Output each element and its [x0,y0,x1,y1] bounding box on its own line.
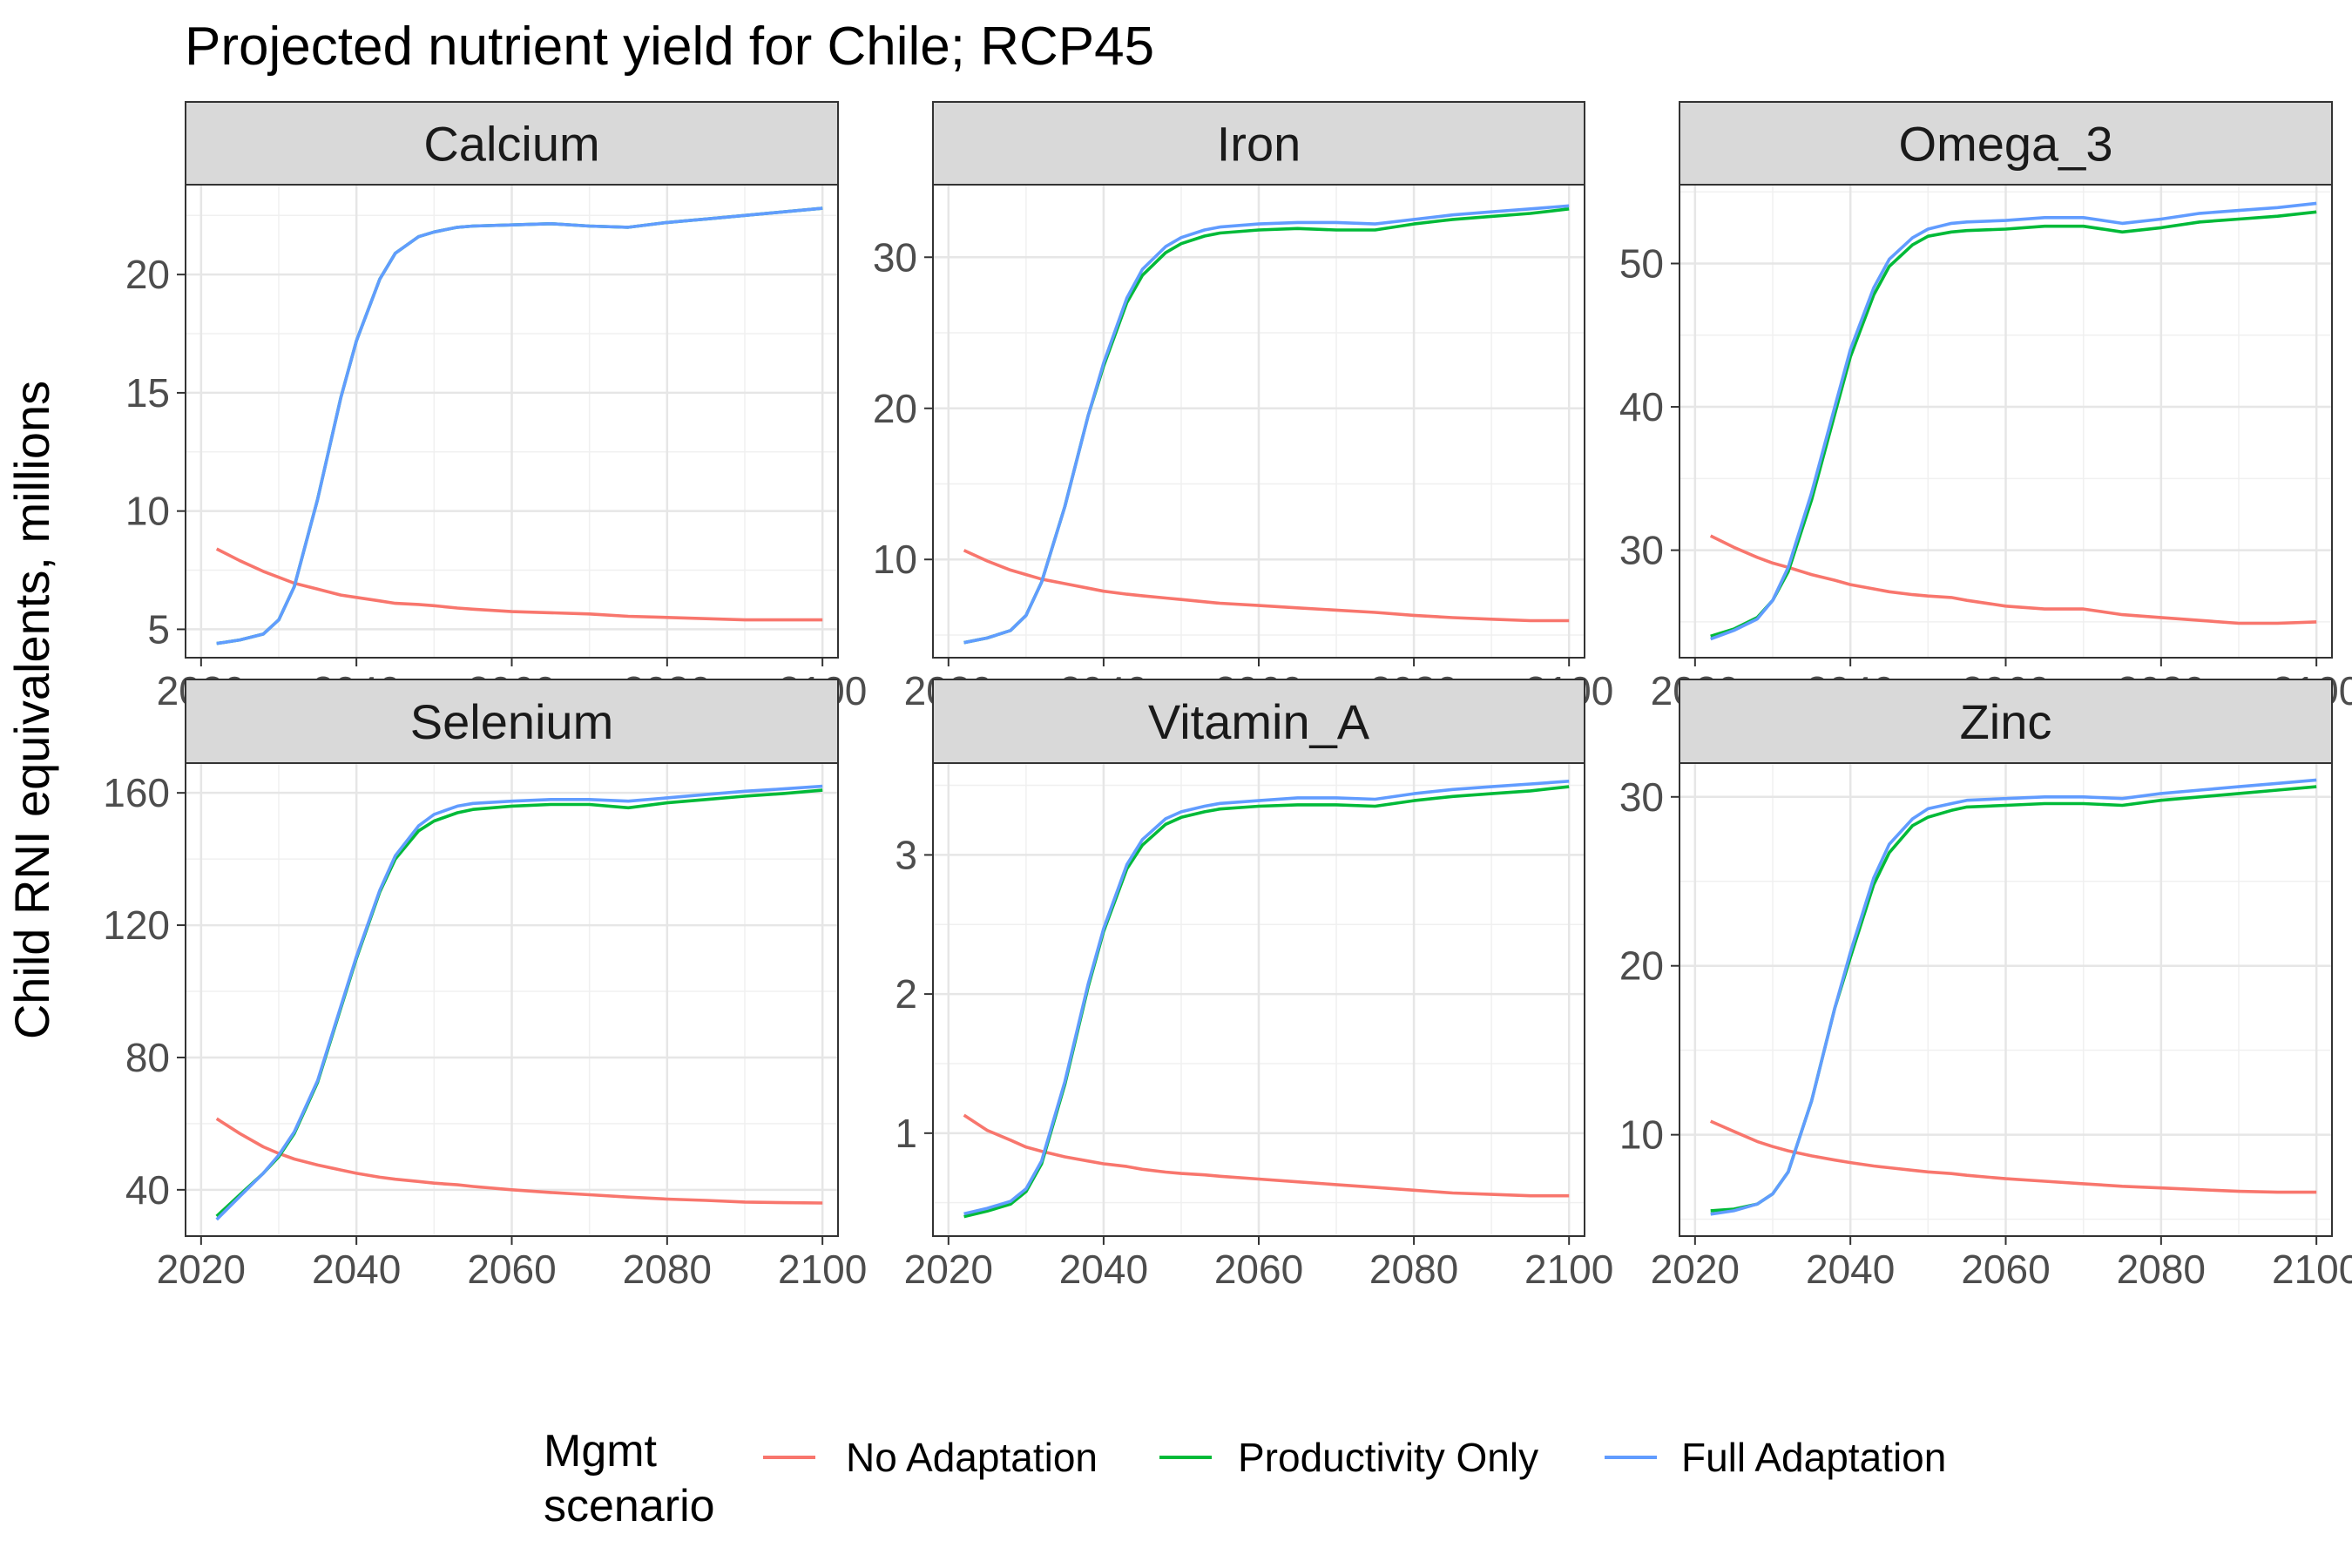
facet-label-vitamin-a: Vitamin_A [1148,694,1370,749]
series-line-no-adaptation [215,1117,823,1205]
y-tick-label: 30 [1619,528,1664,573]
y-tick-label: 10 [125,489,170,534]
legend-title-line1: Mgmt [544,1426,658,1477]
facet-iron: Iron20202040206020802100102030 [873,101,1613,713]
legend-label-productivity-only: Productivity Only [1238,1435,1538,1480]
facet-calcium: Calcium202020402060208021005101520 [125,101,867,713]
y-tick-label: 30 [873,234,917,280]
y-tick-label: 50 [1619,241,1664,287]
x-tick-label: 2040 [1806,1247,1895,1292]
y-tick-label: 40 [1619,384,1664,429]
x-tick-label: 2080 [2117,1247,2206,1292]
y-tick-label: 160 [103,770,170,815]
y-tick-label: 30 [1619,774,1664,820]
facet-omega-3: Omega_320202040206020802100304050 [1619,101,2352,713]
x-tick-label: 2080 [1369,1247,1458,1292]
series-line-full-adaptation [963,780,1570,1216]
series-line-full-adaptation [215,784,823,1221]
y-tick-label: 5 [147,606,170,652]
facet-label-zinc: Zinc [1960,694,2052,749]
panel-border-omega-3 [1679,184,2333,659]
legend: Mgmt scenario No Adaptation Productivity… [544,1426,1946,1531]
series-line-no-adaptation [963,1113,1570,1198]
y-tick-label: 20 [1619,943,1664,989]
x-tick-label: 2060 [1961,1247,2050,1292]
x-tick-label: 2100 [2272,1247,2352,1292]
facet-strip-zinc [1679,679,2333,764]
y-tick-label: 20 [873,386,917,431]
series-line-no-adaptation [963,549,1570,623]
legend-title-line2: scenario [544,1481,715,1531]
series-line-full-adaptation [1710,778,2317,1216]
x-tick-label: 2020 [904,1247,993,1292]
series-line-no-adaptation [1709,1119,2317,1194]
x-tick-label: 2100 [778,1247,867,1292]
panel-border-selenium [185,762,839,1237]
y-tick-label: 15 [125,370,170,416]
series-line-no-adaptation [1709,534,2317,625]
x-tick-label: 2020 [157,1247,246,1292]
facet-strip-selenium [185,679,839,764]
x-tick-label: 2100 [1524,1247,1613,1292]
x-tick-label: 2040 [1059,1247,1148,1292]
x-tick-label: 2060 [1214,1247,1303,1292]
x-tick-label: 2060 [467,1247,556,1292]
series-line-full-adaptation [216,206,823,645]
panel-border-iron [932,184,1585,659]
chart-title: Projected nutrient yield for Chile; RCP4… [185,17,1154,77]
legend-label-no-adaptation: No Adaptation [846,1435,1098,1480]
series-line-full-adaptation [963,204,1570,645]
legend-label-full-adaptation: Full Adaptation [1681,1435,1946,1480]
facet-strip-vitamin-a [932,679,1585,764]
panel-border-vitamin-a [932,762,1585,1237]
facet-label-calcium: Calcium [423,117,599,172]
facet-strip-iron [932,101,1585,186]
x-tick-label: 2040 [312,1247,401,1292]
x-tick-label: 2080 [623,1247,712,1292]
facet-label-selenium: Selenium [410,694,613,749]
y-tick-label: 80 [125,1035,170,1080]
panel-border-calcium [185,184,839,659]
y-tick-label: 20 [125,252,170,297]
y-tick-label: 1 [895,1111,917,1156]
y-axis-label: Child RNI equivalents, millions [4,381,59,1039]
facet-panels: Calcium202020402060208021005101520Iron20… [103,101,2352,1292]
facet-selenium: Selenium 2020 2040 2060 2080 2100 40 80 120 160 [103,679,867,1292]
facet-strip-omega-3 [1679,101,2333,186]
facet-strip-calcium [185,101,839,186]
facet-label-iron: Iron [1217,117,1301,172]
facet-zinc: Zinc 2020 2040 2060 2080 2100 10 20 30 [1619,679,2352,1292]
facet-label-omega-3: Omega_3 [1899,117,2113,172]
y-tick-label: 10 [1619,1112,1664,1158]
y-tick-label: 10 [873,537,917,582]
panel-border-zinc [1679,762,2333,1237]
y-tick-label: 3 [895,832,917,877]
y-tick-label: 2 [895,971,917,1017]
y-tick-label: 120 [103,902,170,948]
y-tick-label: 40 [125,1167,170,1213]
facet-vitamin-a: Vitamin_A 2020 2040 2060 2080 2100 1 2 3 [895,679,1613,1292]
series-line-full-adaptation [1710,201,2317,641]
x-tick-label: 2020 [1651,1247,1740,1292]
series-line-no-adaptation [215,547,823,622]
